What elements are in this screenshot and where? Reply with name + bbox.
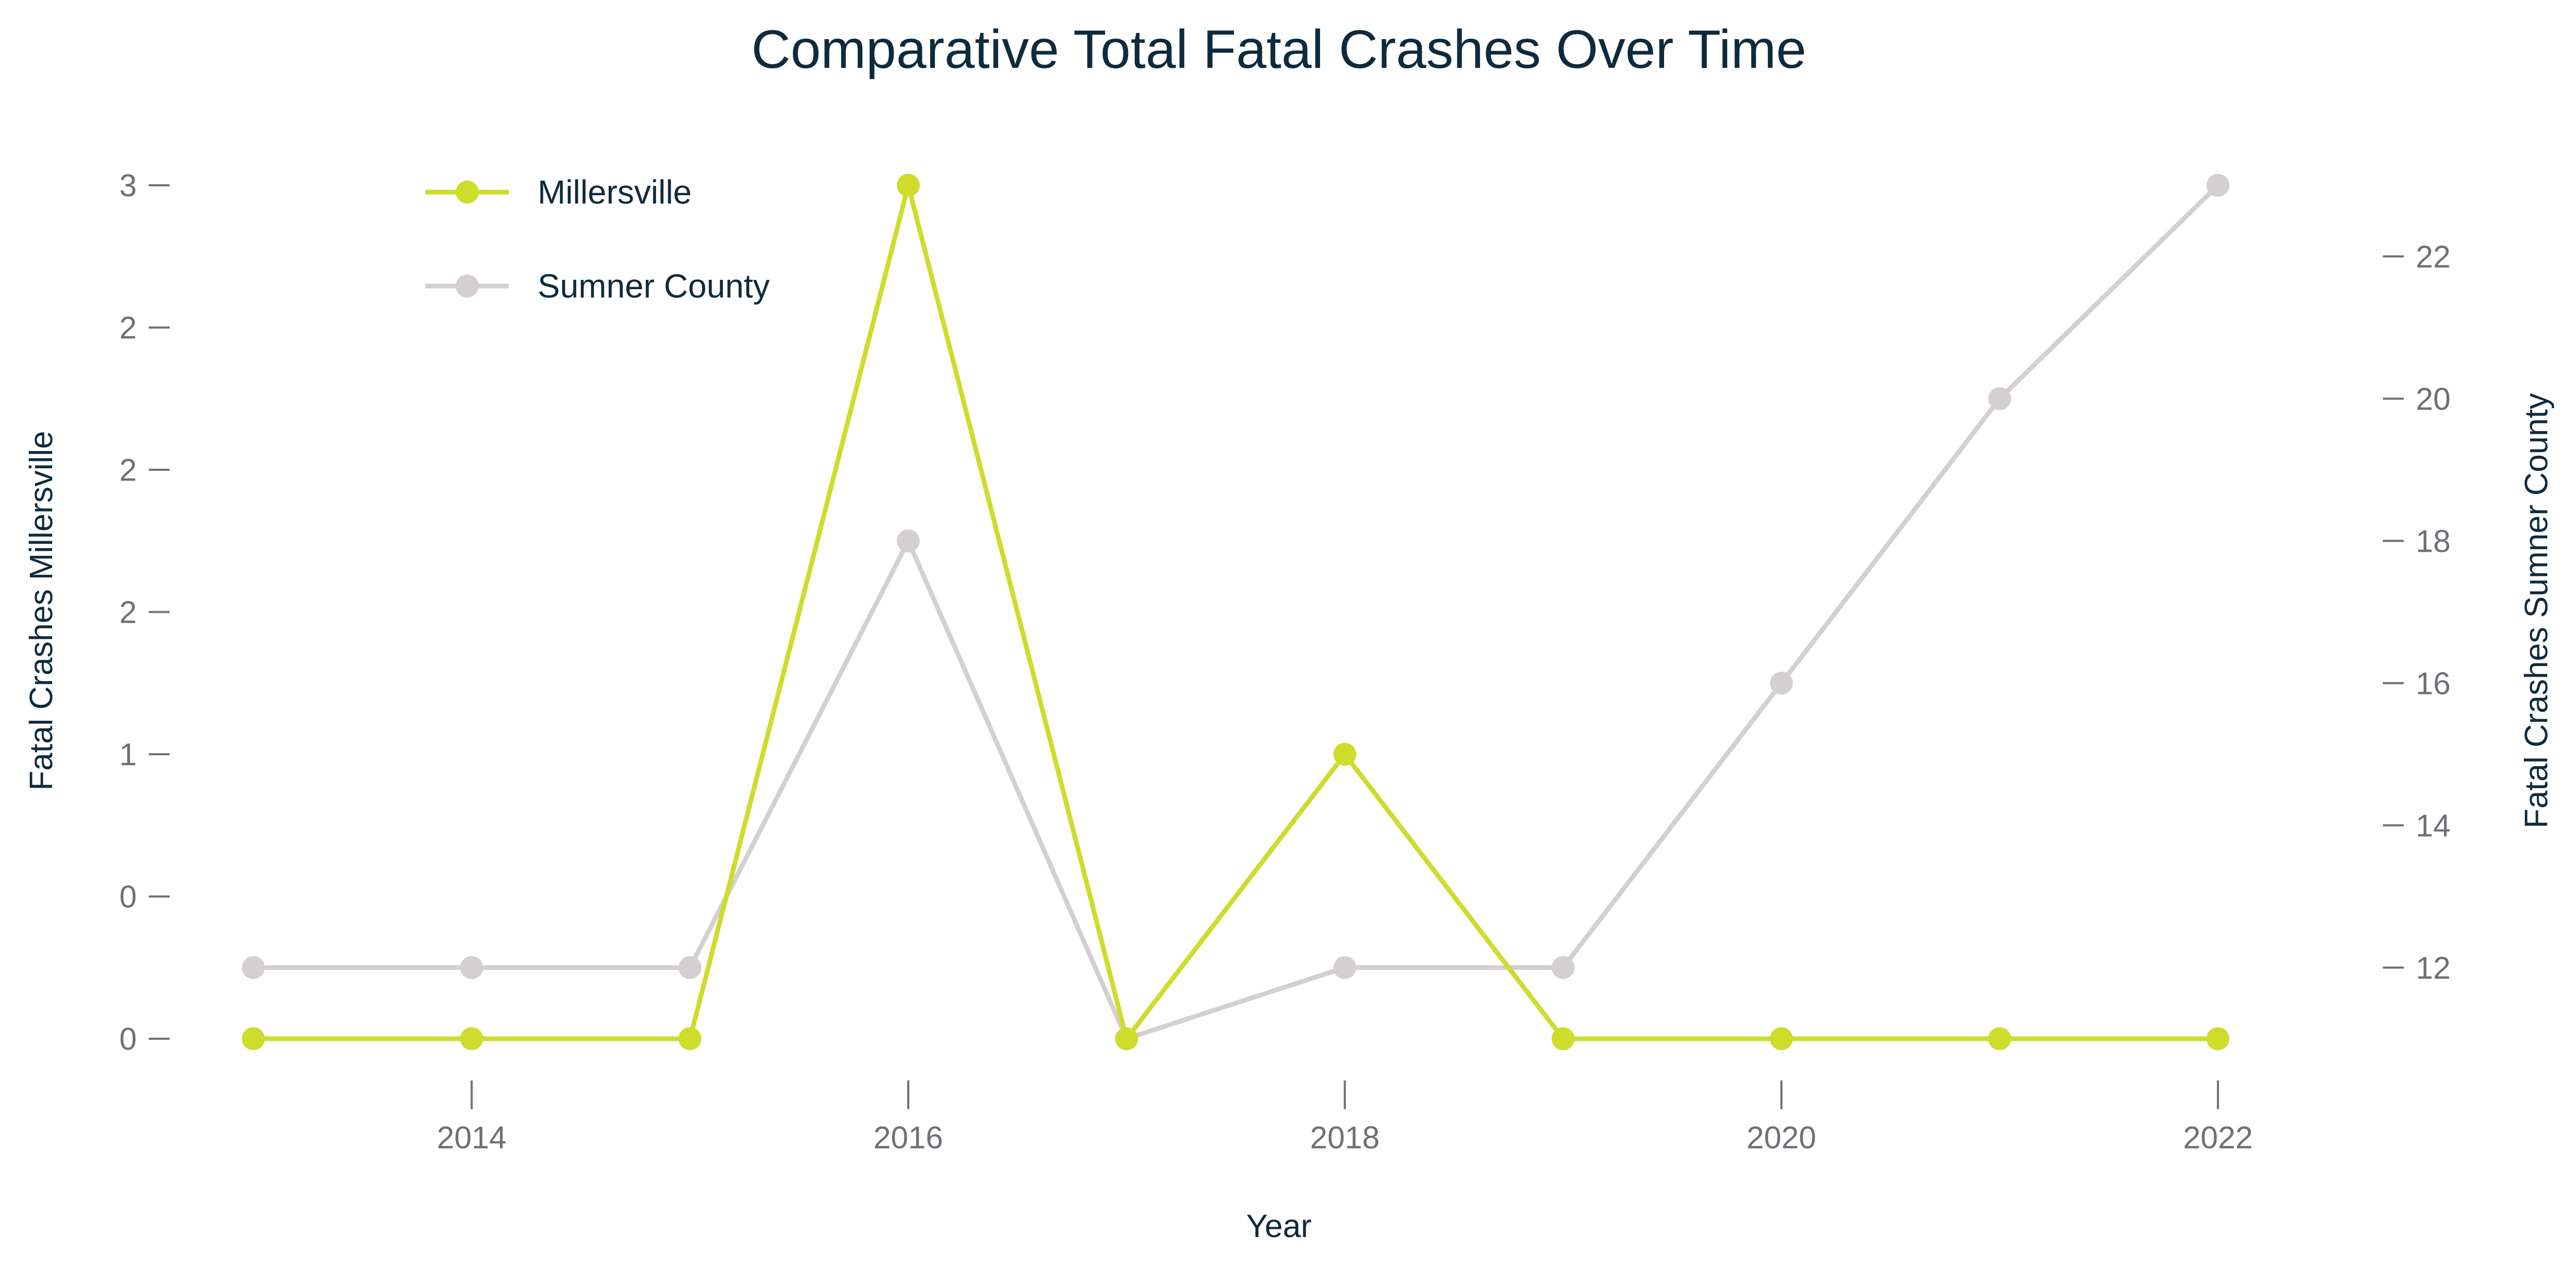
millersville-point	[1770, 1027, 1793, 1050]
millersville-point	[1333, 743, 1357, 766]
y-right-tick-label: 12	[2416, 951, 2451, 985]
millersville-point	[1551, 1027, 1575, 1050]
y-right-tick-label: 14	[2416, 808, 2451, 843]
legend-sumner-county-marker	[456, 275, 479, 298]
legend-millersville-label: Millersville	[538, 173, 692, 211]
millersville-point	[897, 174, 920, 197]
sumner-county-point	[678, 956, 702, 979]
x-tick-label: 2016	[873, 1120, 943, 1155]
sumner-county-point	[2206, 174, 2230, 197]
millersville-point	[242, 1027, 265, 1050]
x-axis-ticks: 2014 2016 2018 2020 2022	[437, 1080, 2253, 1155]
y-left-tick-label: 0	[120, 1021, 137, 1056]
legend-millersville-marker	[456, 181, 479, 204]
y-left-tick-label: 2	[120, 311, 137, 346]
sumner-county-point	[1333, 956, 1357, 979]
chart-title: Comparative Total Fatal Crashes Over Tim…	[751, 19, 1806, 80]
y-left-tick-label: 2	[120, 595, 137, 630]
legend-sumner-county-label: Sumner County	[538, 267, 770, 305]
x-tick-label: 2022	[2183, 1120, 2252, 1155]
y-left-tick-label: 2	[120, 453, 137, 488]
millersville-point	[1115, 1027, 1138, 1050]
y-right-tick-label: 20	[2416, 382, 2451, 417]
series-layer	[242, 174, 2230, 1050]
sumner-county-point	[460, 956, 483, 979]
millersville-line	[251, 184, 2221, 1044]
millersville-point	[2206, 1027, 2230, 1050]
y-axis-right-ticks: 12 14 16 18 20 22	[2383, 239, 2451, 985]
y-right-tick-label: 22	[2416, 239, 2451, 274]
sumner-county-point	[1551, 956, 1575, 979]
y-axis-left-label: Fatal Crashes Millersville	[23, 431, 60, 790]
y-axis-right-label: Fatal Crashes Sumner County	[2519, 393, 2555, 828]
y-left-tick-label: 0	[120, 880, 137, 914]
y-left-tick-label: 3	[120, 168, 137, 203]
sumner-county-point	[1770, 671, 1793, 695]
y-right-tick-label: 18	[2416, 524, 2451, 559]
millersville-point	[678, 1027, 702, 1050]
y-left-tick-label: 1	[120, 737, 137, 772]
x-tick-label: 2014	[437, 1120, 506, 1155]
sumner-county-line	[251, 183, 2221, 1042]
x-tick-label: 2018	[1310, 1120, 1380, 1155]
x-tick-label: 2020	[1747, 1120, 1816, 1155]
sumner-county-point	[897, 529, 920, 553]
millersville-point	[460, 1027, 483, 1050]
legend: Millersville Sumner County	[425, 173, 770, 305]
y-axis-left-ticks: 0 0 1 2 2 2 3	[120, 168, 170, 1056]
sumner-county-point	[1988, 387, 2011, 410]
x-axis-label: Year	[1246, 1208, 1311, 1244]
millersville-point	[1988, 1027, 2011, 1050]
y-right-tick-label: 16	[2416, 666, 2451, 701]
sumner-county-point	[242, 956, 265, 979]
